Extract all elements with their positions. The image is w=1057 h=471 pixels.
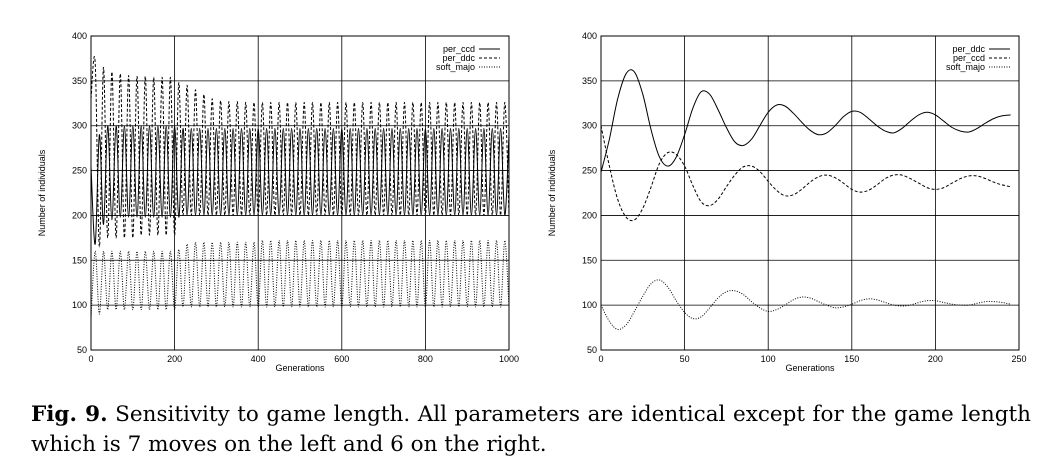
caption-label: Fig. 9. — [31, 402, 108, 427]
series-line-soft-majo — [91, 239, 509, 319]
y-tick-label: 300 — [582, 121, 597, 131]
y-tick-label: 150 — [72, 255, 87, 265]
series-line-per-ccd — [601, 125, 1011, 222]
x-tick-label: 200 — [167, 354, 182, 364]
y-tick-label: 250 — [582, 166, 597, 176]
x-tick-label: 1000 — [499, 354, 519, 364]
series-line-soft-majo — [601, 279, 1011, 330]
x-tick-label: 800 — [418, 354, 433, 364]
x-axis-title: Generations — [785, 363, 835, 373]
legend-label: soft_majo — [946, 62, 985, 72]
series-line-per-ccd — [91, 125, 509, 245]
plot-frame — [90, 35, 510, 351]
x-tick-label: 0 — [598, 354, 603, 364]
y-axis-title: Number of individuals — [547, 149, 557, 236]
y-tick-label: 50 — [587, 345, 597, 355]
x-tick-label: 0 — [88, 354, 93, 364]
y-tick-label: 100 — [582, 300, 597, 310]
legend-label: per_ddc — [442, 53, 475, 63]
y-tick-label: 200 — [72, 210, 87, 220]
x-tick-label: 400 — [251, 354, 266, 364]
x-tick-label: 200 — [928, 354, 943, 364]
y-tick-label: 350 — [582, 76, 597, 86]
plot-frame — [600, 35, 1020, 351]
y-tick-label: 200 — [582, 210, 597, 220]
y-tick-label: 300 — [72, 121, 87, 131]
y-tick-label: 100 — [72, 300, 87, 310]
x-axis-title: Generations — [275, 363, 325, 373]
x-tick-label: 50 — [680, 354, 690, 364]
series-line-per-ddc — [601, 69, 1011, 173]
y-axis-title: Number of individuals — [37, 149, 47, 236]
legend-label: per_ccd — [953, 53, 985, 63]
y-tick-label: 350 — [72, 76, 87, 86]
y-tick-label: 150 — [582, 255, 597, 265]
x-tick-label: 150 — [844, 354, 859, 364]
figure-caption: Fig. 9. Sensitivity to game length. All … — [31, 400, 1031, 460]
x-tick-label: 600 — [334, 354, 349, 364]
x-tick-label: 100 — [761, 354, 776, 364]
y-tick-label: 50 — [77, 345, 87, 355]
legend-label: soft_majo — [436, 62, 475, 72]
caption-text: Sensitivity to game length. All paramete… — [31, 402, 1031, 457]
legend-label: per_ddc — [952, 44, 985, 54]
y-tick-label: 400 — [72, 31, 87, 41]
x-tick-label: 250 — [1011, 354, 1026, 364]
y-tick-label: 400 — [582, 31, 597, 41]
chart-left: 50 100 150 200 250 300 350 400 0 200 400 600 800 1000… — [37, 31, 519, 373]
series-line-per-ddc — [91, 56, 509, 248]
legend-label: per_ccd — [443, 44, 475, 54]
y-tick-label: 250 — [72, 166, 87, 176]
